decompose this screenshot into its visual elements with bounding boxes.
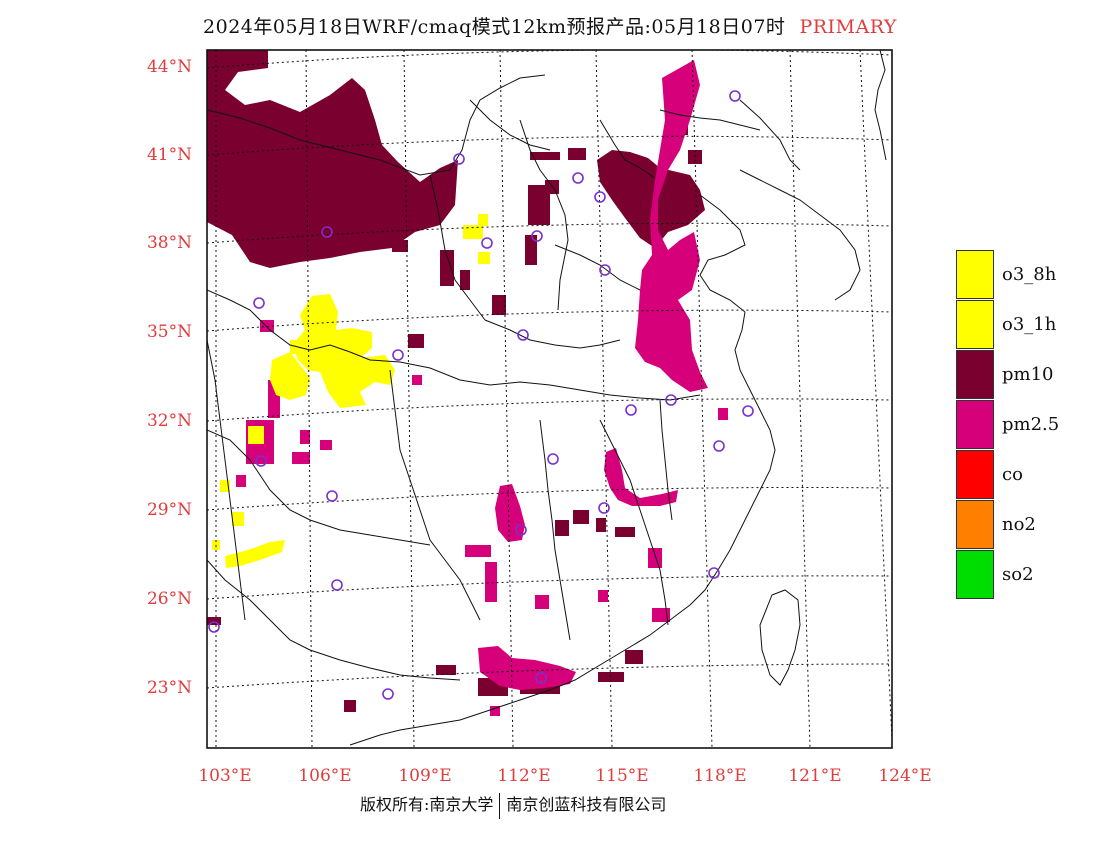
lon-label: 106°E	[298, 766, 351, 786]
station-marker	[253, 297, 265, 309]
station-marker	[531, 230, 543, 242]
station-marker	[382, 688, 394, 700]
station-marker	[517, 329, 529, 341]
lat-label: 32°N	[147, 411, 192, 431]
lat-label: 23°N	[147, 678, 192, 698]
legend-swatch	[956, 449, 994, 499]
legend-swatch	[956, 399, 994, 449]
title-tag: PRIMARY	[799, 16, 897, 38]
legend-label: co	[1002, 463, 1023, 485]
legend-swatch	[956, 249, 994, 299]
lon-label: 121°E	[788, 766, 841, 786]
station-marker	[255, 455, 267, 467]
lon-label: 124°E	[878, 766, 931, 786]
pm10-region-northwest	[207, 50, 458, 268]
pm25-scatter	[236, 320, 728, 716]
title-main: 2024年05月18日WRF/cmaq模式12km预报产品:05月18日07时	[203, 16, 786, 38]
station-marker	[598, 502, 610, 514]
lon-label: 115°E	[595, 766, 648, 786]
legend-item-pm10: pm10	[956, 349, 1059, 399]
station-marker	[572, 172, 584, 184]
lat-label: 29°N	[147, 500, 192, 520]
station-marker	[729, 90, 741, 102]
pollution-fields	[207, 50, 728, 716]
latitude-labels: 44°N 41°N 38°N 35°N 32°N 29°N 26°N 23°N	[147, 57, 192, 698]
footer-left: 版权所有:南京大学	[360, 795, 494, 814]
station-marker	[535, 672, 547, 684]
pm25-region-east-plain	[635, 60, 708, 392]
map-title: 2024年05月18日WRF/cmaq模式12km预报产品:05月18日07时 P…	[0, 12, 1100, 39]
lat-label: 44°N	[147, 57, 192, 77]
legend-item-so2: so2	[956, 549, 1059, 599]
station-marker	[547, 453, 559, 465]
lat-label: 26°N	[147, 589, 192, 609]
lon-label: 109°E	[398, 766, 451, 786]
station-marker	[321, 226, 333, 238]
map-frame	[206, 49, 893, 749]
footer-right: 南京创蓝科技有限公司	[506, 795, 667, 814]
legend-swatch	[956, 549, 994, 599]
station-marker	[742, 405, 754, 417]
lon-label: 103°E	[198, 766, 251, 786]
station-marker	[665, 394, 677, 406]
monitoring-stations	[208, 90, 754, 700]
legend-label: pm2.5	[1002, 413, 1060, 435]
station-marker	[208, 621, 220, 633]
station-marker	[594, 191, 606, 203]
station-marker	[713, 440, 725, 452]
legend-label: o3_8h	[1002, 263, 1057, 285]
station-marker	[453, 153, 465, 165]
legend-label: pm10	[1002, 363, 1054, 385]
pm25-region-central	[495, 484, 525, 542]
boundaries	[207, 50, 887, 746]
o3-scatter	[212, 214, 490, 568]
legend-label: so2	[1002, 563, 1034, 585]
station-marker	[392, 349, 404, 361]
legend-item-o3-1h: o3_1h	[956, 299, 1059, 349]
station-marker	[625, 404, 637, 416]
lon-label: 118°E	[693, 766, 746, 786]
station-marker	[708, 567, 720, 579]
legend-label: no2	[1002, 513, 1036, 535]
station-marker	[599, 264, 611, 276]
legend-item-pm25: pm2.5	[956, 399, 1059, 449]
legend: o3_8h o3_1h pm10 pm2.5 co no2 so2	[956, 249, 1059, 599]
legend-item-co: co	[956, 449, 1059, 499]
pm25-region-guangdong	[478, 646, 576, 690]
station-marker	[331, 579, 343, 591]
legend-swatch	[956, 349, 994, 399]
lat-label: 41°N	[147, 145, 192, 165]
pm25-region-south	[604, 448, 678, 506]
legend-item-no2: no2	[956, 499, 1059, 549]
station-marker	[481, 237, 493, 249]
lat-label: 35°N	[147, 322, 192, 342]
station-marker	[515, 524, 527, 536]
longitude-labels: 103°E 106°E 109°E 112°E 115°E 118°E 121°…	[198, 766, 931, 786]
legend-swatch	[956, 499, 994, 549]
legend-item-o3-8h: o3_8h	[956, 249, 1059, 299]
station-marker	[326, 490, 338, 502]
legend-swatch	[956, 299, 994, 349]
lat-label: 38°N	[147, 233, 192, 253]
copyright-footer: 版权所有:南京大学 南京创蓝科技有限公司	[360, 791, 666, 819]
footer-divider	[499, 792, 501, 819]
lon-label: 112°E	[497, 766, 550, 786]
legend-label: o3_1h	[1002, 313, 1057, 335]
